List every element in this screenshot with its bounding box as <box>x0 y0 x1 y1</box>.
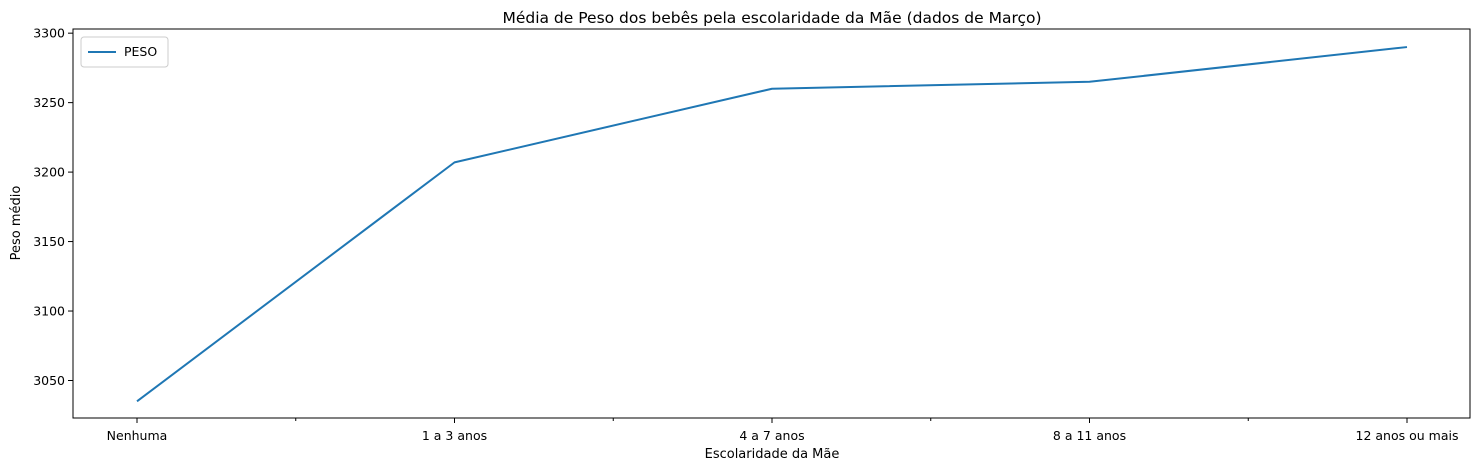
x-axis: Nenhuma 1 a 3 anos 4 a 7 anos 8 a 11 anos 12… <box>107 418 1459 443</box>
y-tick-label: 3200 <box>33 165 65 180</box>
x-tick-label: 8 a 11 anos <box>1053 428 1126 443</box>
series-layer <box>136 46 1408 403</box>
plot-area <box>72 28 1471 419</box>
y-axis: 3050 3100 3150 3200 3250 3300 <box>33 26 73 388</box>
chart-title: Média de Peso dos bebês pela escolaridad… <box>502 9 1041 27</box>
legend: PESO <box>80 36 169 68</box>
y-tick-label: 3300 <box>33 26 65 41</box>
legend-box <box>80 36 169 68</box>
x-tick-label: Nenhuma <box>107 428 168 443</box>
legend-label: PESO <box>124 44 157 59</box>
y-tick-label: 3050 <box>33 373 65 388</box>
y-axis-label: Peso médio <box>9 186 24 261</box>
y-tick-label: 3100 <box>33 304 65 319</box>
y-tick-label: 3150 <box>33 234 65 249</box>
y-tick-label: 3250 <box>33 95 65 110</box>
x-tick-label: 4 a 7 anos <box>739 428 804 443</box>
x-tick-label: 12 anos ou mais <box>1356 428 1459 443</box>
x-tick-label: 1 a 3 anos <box>422 428 487 443</box>
x-axis-label: Escolaridade da Mãe <box>705 447 840 462</box>
